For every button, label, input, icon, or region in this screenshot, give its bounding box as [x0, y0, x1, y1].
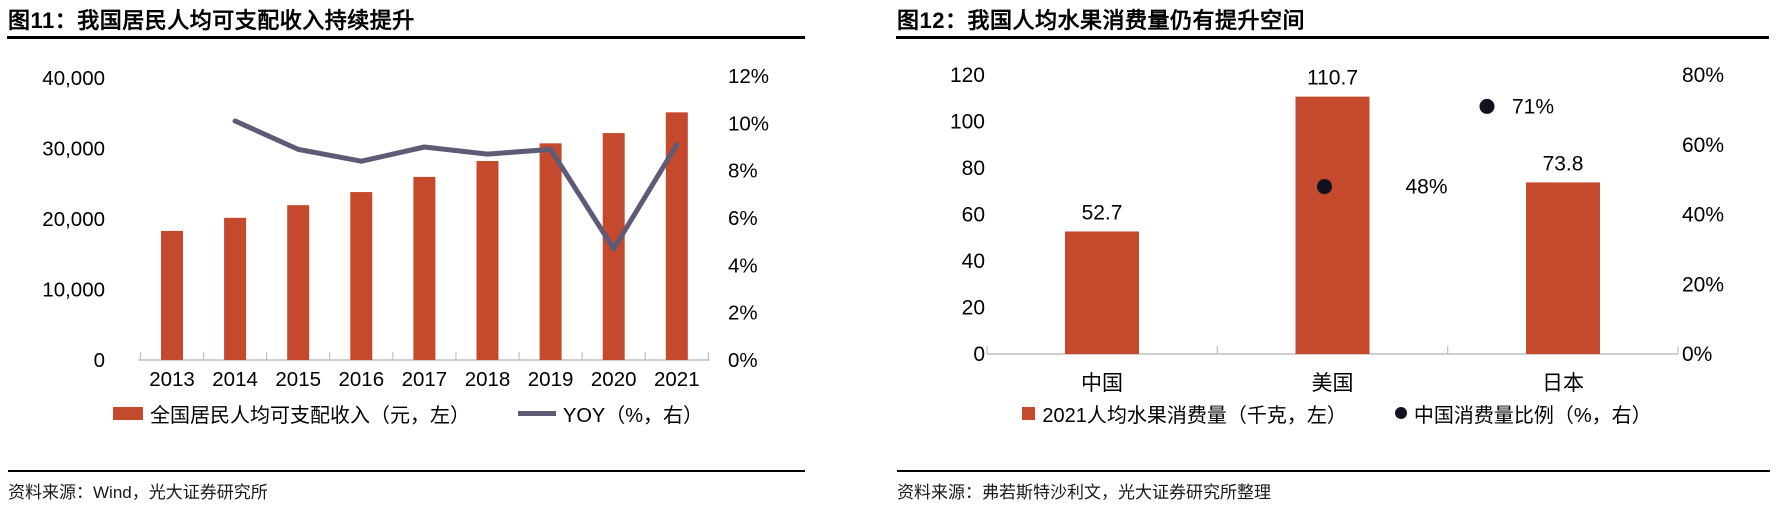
right-axis-tick: 60% — [1682, 134, 1724, 157]
figure-11-panel: 图11：我国居民人均可支配收入持续提升 40,000 30,000 20,000 10… — [7, 0, 808, 510]
figure-11-legend: 全国居民人均可支配收入（元，左） YOY（%，右） — [8, 397, 808, 429]
left-axis-tick: 0 — [94, 349, 105, 372]
legend-item-income: 全国居民人均可支配收入（元，左） — [112, 399, 470, 428]
right-axis-tick: 0% — [728, 349, 758, 372]
x-axis-label: 日本 — [1542, 372, 1584, 394]
fruit-chart: 120 100 80 60 40 20 0 80% 60% 40% 20% 0% 52.7 110.7 73… — [950, 64, 1724, 394]
left-axis-tick: 20 — [962, 297, 985, 320]
ratio-dot — [1317, 179, 1332, 195]
income-bar — [476, 160, 499, 360]
figure-11-source: 资料来源：Wind，光大证券研究所 — [8, 483, 268, 502]
legend-item-consumption: 2021人均水果消费量（千克，左） — [1022, 399, 1347, 428]
left-axis-tick: 40,000 — [42, 67, 105, 90]
line-swatch-icon — [517, 410, 556, 416]
figure-12-source-rule — [897, 470, 1770, 472]
left-axis-tick: 80 — [962, 157, 985, 180]
figure-12-title: 图12：我国人均水果消费量仍有提升空间 — [897, 8, 1305, 33]
x-axis-label: 2017 — [402, 368, 448, 391]
square-swatch-icon — [1022, 406, 1036, 420]
legend-item-ratio: 中国消费量比例（%，右） — [1394, 399, 1652, 428]
bar-swatch-icon — [112, 406, 143, 420]
x-axis-label: 2014 — [212, 368, 258, 391]
right-axis-tick: 8% — [728, 160, 758, 183]
x-axis-label: 2018 — [465, 368, 511, 391]
right-axis-tick: 40% — [1682, 204, 1724, 227]
figure-12-legend: 2021人均水果消费量（千克，左） 中国消费量比例（%，右） — [897, 397, 1777, 429]
x-axis-label: 2016 — [338, 368, 384, 391]
left-axis-tick: 40 — [962, 250, 985, 273]
ratio-dots: 48% 71% — [1317, 95, 1554, 199]
figure-12-panel: 图12：我国人均水果消费量仍有提升空间 120 100 80 60 40 20 0 80% 60… — [896, 0, 1777, 510]
right-axis-tick: 2% — [728, 302, 758, 325]
income-bar — [665, 112, 688, 361]
income-chart: 40,000 30,000 20,000 10,000 0 12% 10% 8% 6% 4% 2% 0… — [42, 65, 769, 391]
x-axis-label: 2019 — [528, 368, 574, 391]
bar-value-label: 73.8 — [1543, 152, 1584, 175]
right-axis-tick: 12% — [728, 65, 769, 88]
legend-label-income: 全国居民人均可支配收入（元，左） — [149, 404, 470, 427]
income-bar — [539, 143, 562, 360]
ratio-dot — [1479, 98, 1495, 114]
figure-11-title-rule — [7, 36, 805, 39]
left-axis-tick: 10,000 — [42, 279, 105, 302]
bar-value-label: 52.7 — [1082, 201, 1123, 224]
dot-swatch-icon — [1394, 407, 1407, 419]
income-bar — [413, 176, 436, 360]
income-bar — [161, 230, 183, 360]
ratio-value-label: 71% — [1512, 95, 1554, 118]
legend-label-consumption: 2021人均水果消费量（千克，左） — [1042, 404, 1347, 427]
figure-12-title-rule — [896, 36, 1769, 39]
income-bar — [224, 217, 247, 360]
right-axis-tick: 6% — [728, 207, 758, 230]
bar-value-label: 110.7 — [1307, 67, 1358, 90]
legend-label-yoy: YOY（%，右） — [562, 404, 704, 427]
consumption-bar — [1295, 96, 1370, 354]
income-bar — [350, 192, 373, 360]
left-axis-tick: 30,000 — [42, 138, 105, 161]
left-axis-tick: 20,000 — [42, 208, 105, 231]
x-axis-label: 中国 — [1081, 372, 1123, 394]
x-axis-label: 2021 — [654, 368, 700, 391]
ratio-value-label: 48% — [1406, 176, 1448, 199]
right-axis-tick: 20% — [1682, 273, 1724, 296]
right-axis-tick: 10% — [728, 112, 769, 135]
left-axis-tick: 100 — [950, 111, 985, 134]
figure-12-source: 资料来源：弗若斯特沙利文，光大证券研究所整理 — [897, 483, 1271, 502]
legend-item-yoy: YOY（%，右） — [517, 399, 704, 428]
x-axis-label: 2013 — [149, 368, 195, 391]
right-axis-tick: 80% — [1682, 64, 1724, 87]
consumption-bar — [1526, 182, 1600, 354]
right-axis-tick: 4% — [728, 254, 758, 277]
figure-11-title: 图11：我国居民人均可支配收入持续提升 — [8, 8, 415, 33]
figure-11-source-rule — [8, 470, 805, 472]
legend-label-ratio: 中国消费量比例（%，右） — [1413, 404, 1652, 427]
x-axis-label: 美国 — [1312, 372, 1354, 394]
consumption-bar — [1065, 231, 1139, 354]
consumption-bars — [1065, 96, 1600, 354]
left-axis-tick: 0 — [973, 343, 985, 366]
left-axis-tick: 120 — [950, 64, 985, 87]
left-axis-tick: 60 — [962, 204, 985, 227]
x-axis-label: 2015 — [275, 368, 321, 391]
income-bar — [287, 205, 310, 360]
yoy-line — [232, 118, 680, 252]
right-axis-tick: 0% — [1682, 343, 1712, 366]
x-axis-label: 2020 — [591, 368, 637, 391]
